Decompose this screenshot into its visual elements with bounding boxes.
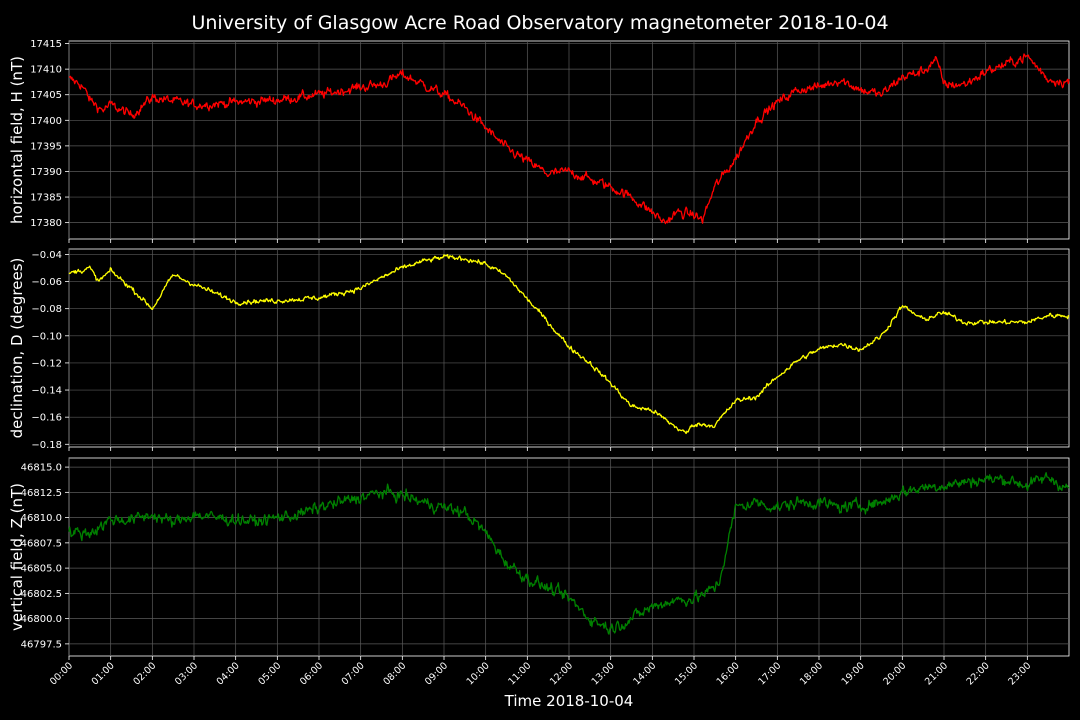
y-tick-label: 46800.0 [21, 614, 62, 625]
y-tick-label: 46807.5 [21, 538, 62, 549]
y-tick-label: −0.08 [31, 304, 62, 315]
y-tick-label: 17400 [30, 116, 62, 127]
series-line [68, 472, 1070, 635]
y-tick-label: 46797.5 [21, 639, 62, 650]
y-axis-label: horizontal field, H (nT) [8, 56, 26, 224]
y-tick-label: −0.06 [31, 277, 62, 288]
y-tick-label: 46805.0 [21, 564, 62, 575]
y-tick-label: 46802.5 [21, 589, 62, 600]
y-tick-label: −0.14 [31, 386, 62, 397]
y-tick-label: −0.18 [31, 440, 62, 451]
y-tick-label: 46810.0 [21, 513, 62, 524]
chart-panels: 17380 17385 17390 17395 17400 17405 17410 17415… [8, 39, 1070, 660]
y-axis-label: declination, D (degrees) [8, 258, 26, 439]
series-line [68, 253, 1070, 435]
y-tick-label: 46812.5 [21, 488, 62, 499]
y-tick-label: 17390 [30, 167, 62, 178]
y-tick-label: −0.16 [31, 413, 62, 424]
y-tick-label: 17385 [30, 193, 62, 204]
y-tick-label: 17405 [30, 90, 62, 101]
y-tick-label: 17395 [30, 141, 62, 152]
chart-title: University of Glasgow Acre Road Observat… [191, 12, 888, 34]
y-axis-label: vertical field, Z (nT) [8, 483, 26, 631]
x-axis-label: Time 2018-10-04 [504, 692, 634, 710]
panel-1: 17380 17385 17390 17395 17400 17405 17410 17415… [8, 39, 1070, 243]
panel-3: 46797.5 46800.0 46802.5 46805.0 46807.5 46810… [8, 457, 1070, 660]
y-tick-label: 17415 [30, 39, 62, 50]
y-tick-label: 17410 [30, 65, 62, 76]
y-tick-label: −0.12 [31, 358, 62, 369]
y-tick-label: −0.04 [31, 250, 62, 261]
y-tick-label: 17380 [30, 218, 62, 229]
y-tick-label: −0.10 [31, 331, 62, 342]
panel-2: −0.18 −0.16 −0.14 −0.12 −0.10 −0.08 −0.06 −0.04… [8, 248, 1070, 451]
series-line [68, 53, 1070, 225]
y-tick-label: 46815.0 [21, 463, 62, 474]
